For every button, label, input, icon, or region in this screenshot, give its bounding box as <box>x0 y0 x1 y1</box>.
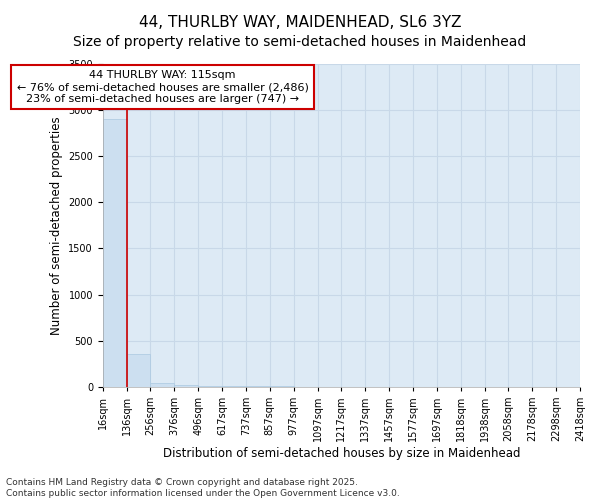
Y-axis label: Number of semi-detached properties: Number of semi-detached properties <box>50 116 63 334</box>
Text: Size of property relative to semi-detached houses in Maidenhead: Size of property relative to semi-detach… <box>73 35 527 49</box>
Text: 44 THURLBY WAY: 115sqm
← 76% of semi-detached houses are smaller (2,486)
23% of : 44 THURLBY WAY: 115sqm ← 76% of semi-det… <box>17 70 308 104</box>
Text: Contains HM Land Registry data © Crown copyright and database right 2025.
Contai: Contains HM Land Registry data © Crown c… <box>6 478 400 498</box>
Text: 44, THURLBY WAY, MAIDENHEAD, SL6 3YZ: 44, THURLBY WAY, MAIDENHEAD, SL6 3YZ <box>139 15 461 30</box>
Bar <box>151 383 174 387</box>
X-axis label: Distribution of semi-detached houses by size in Maidenhead: Distribution of semi-detached houses by … <box>163 447 520 460</box>
Bar <box>174 385 198 387</box>
Bar <box>103 120 127 387</box>
Bar <box>198 386 222 387</box>
Bar <box>222 386 246 387</box>
Bar <box>127 354 151 387</box>
